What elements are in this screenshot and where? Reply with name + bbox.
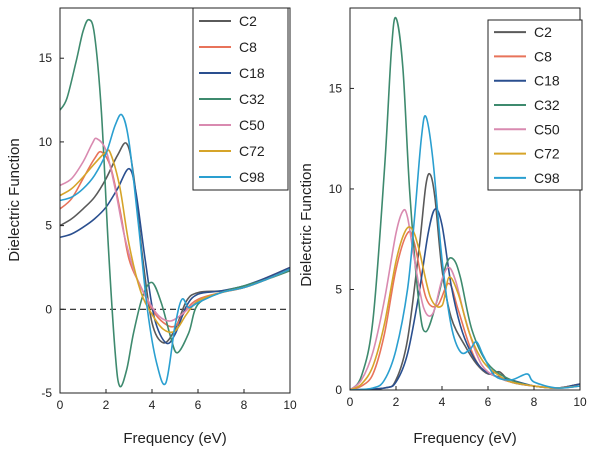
right-series-line-c98 [350, 115, 580, 390]
right-x-tick-label: 10 [573, 395, 587, 409]
left-legend-label-c50: C50 [239, 117, 265, 133]
left-x-tick-label: 0 [57, 398, 64, 412]
right-y-tick-label: 15 [329, 81, 343, 95]
left-legend-label-c72: C72 [239, 143, 265, 159]
left-legend-label-c18: C18 [239, 65, 265, 81]
left-legend-label-c32: C32 [239, 91, 265, 107]
right-x-axis-label: Frequency (eV) [413, 430, 516, 447]
left-plot-frame [59, 7, 291, 394]
right-series-line-c8 [350, 230, 580, 390]
right-y-tick-label: 5 [335, 282, 342, 296]
right-y-tick-label: 10 [329, 182, 343, 196]
left-x-tick-label: 8 [241, 398, 248, 412]
right-y-axis-label: Dielectric Function [298, 163, 315, 286]
right-legend-label-c32: C32 [534, 97, 560, 113]
left-x-tick-label: 10 [283, 398, 297, 412]
right-x-tick-label: 2 [393, 395, 400, 409]
left-x-tick-label: 4 [149, 398, 156, 412]
left-legend: C2 C8 C18 C32 C50 C72 C98 [192, 7, 289, 191]
right-x-tick-label: 8 [531, 395, 538, 409]
right-legend: C2 C8 C18 C32 C50 C72 C98 [487, 19, 583, 191]
right-series-line-c32 [350, 16, 580, 390]
left-y-tick-label: -5 [41, 386, 52, 400]
right-legend-label-c18: C18 [534, 73, 560, 89]
left-series-line-c98 [60, 113, 290, 386]
left-y-axis-label: Dielectric Function [6, 138, 23, 261]
left-legend-label-c8: C8 [239, 39, 257, 55]
left-y-tick-label: 5 [45, 219, 52, 233]
left-y-tick-label: 10 [39, 135, 53, 149]
left-y-tick-label: 15 [39, 51, 53, 65]
left-x-tick-label: 2 [103, 398, 110, 412]
right-legend-label-c98: C98 [534, 170, 560, 186]
right-series-line-c72 [350, 226, 580, 390]
left-series-line-c18 [60, 167, 290, 345]
right-legend-label-c50: C50 [534, 121, 560, 137]
left-y-tick-label: 0 [45, 302, 52, 316]
right-legend-label-c2: C2 [534, 24, 552, 40]
right-x-tick-label: 6 [485, 395, 492, 409]
left-x-tick-label: 6 [195, 398, 202, 412]
right-series-line-c2 [350, 172, 580, 390]
right-legend-label-c72: C72 [534, 146, 560, 162]
left-chart-panel: 0 2 4 6 8 10 -5 0 5 10 15 Frequency (eV) Dielectri… [6, 7, 297, 447]
right-chart-panel: 0 2 4 6 8 10 0 5 10 15 Frequency (eV) Dielectric … [298, 7, 587, 447]
left-legend-label-c98: C98 [239, 169, 265, 185]
right-y-tick-label: 0 [335, 383, 342, 397]
right-legend-label-c8: C8 [534, 48, 552, 64]
right-x-tick-label: 4 [439, 395, 446, 409]
right-plot-frame [349, 7, 581, 391]
left-legend-label-c2: C2 [239, 13, 257, 29]
right-x-tick-label: 0 [347, 395, 354, 409]
left-x-axis-label: Frequency (eV) [123, 430, 226, 447]
